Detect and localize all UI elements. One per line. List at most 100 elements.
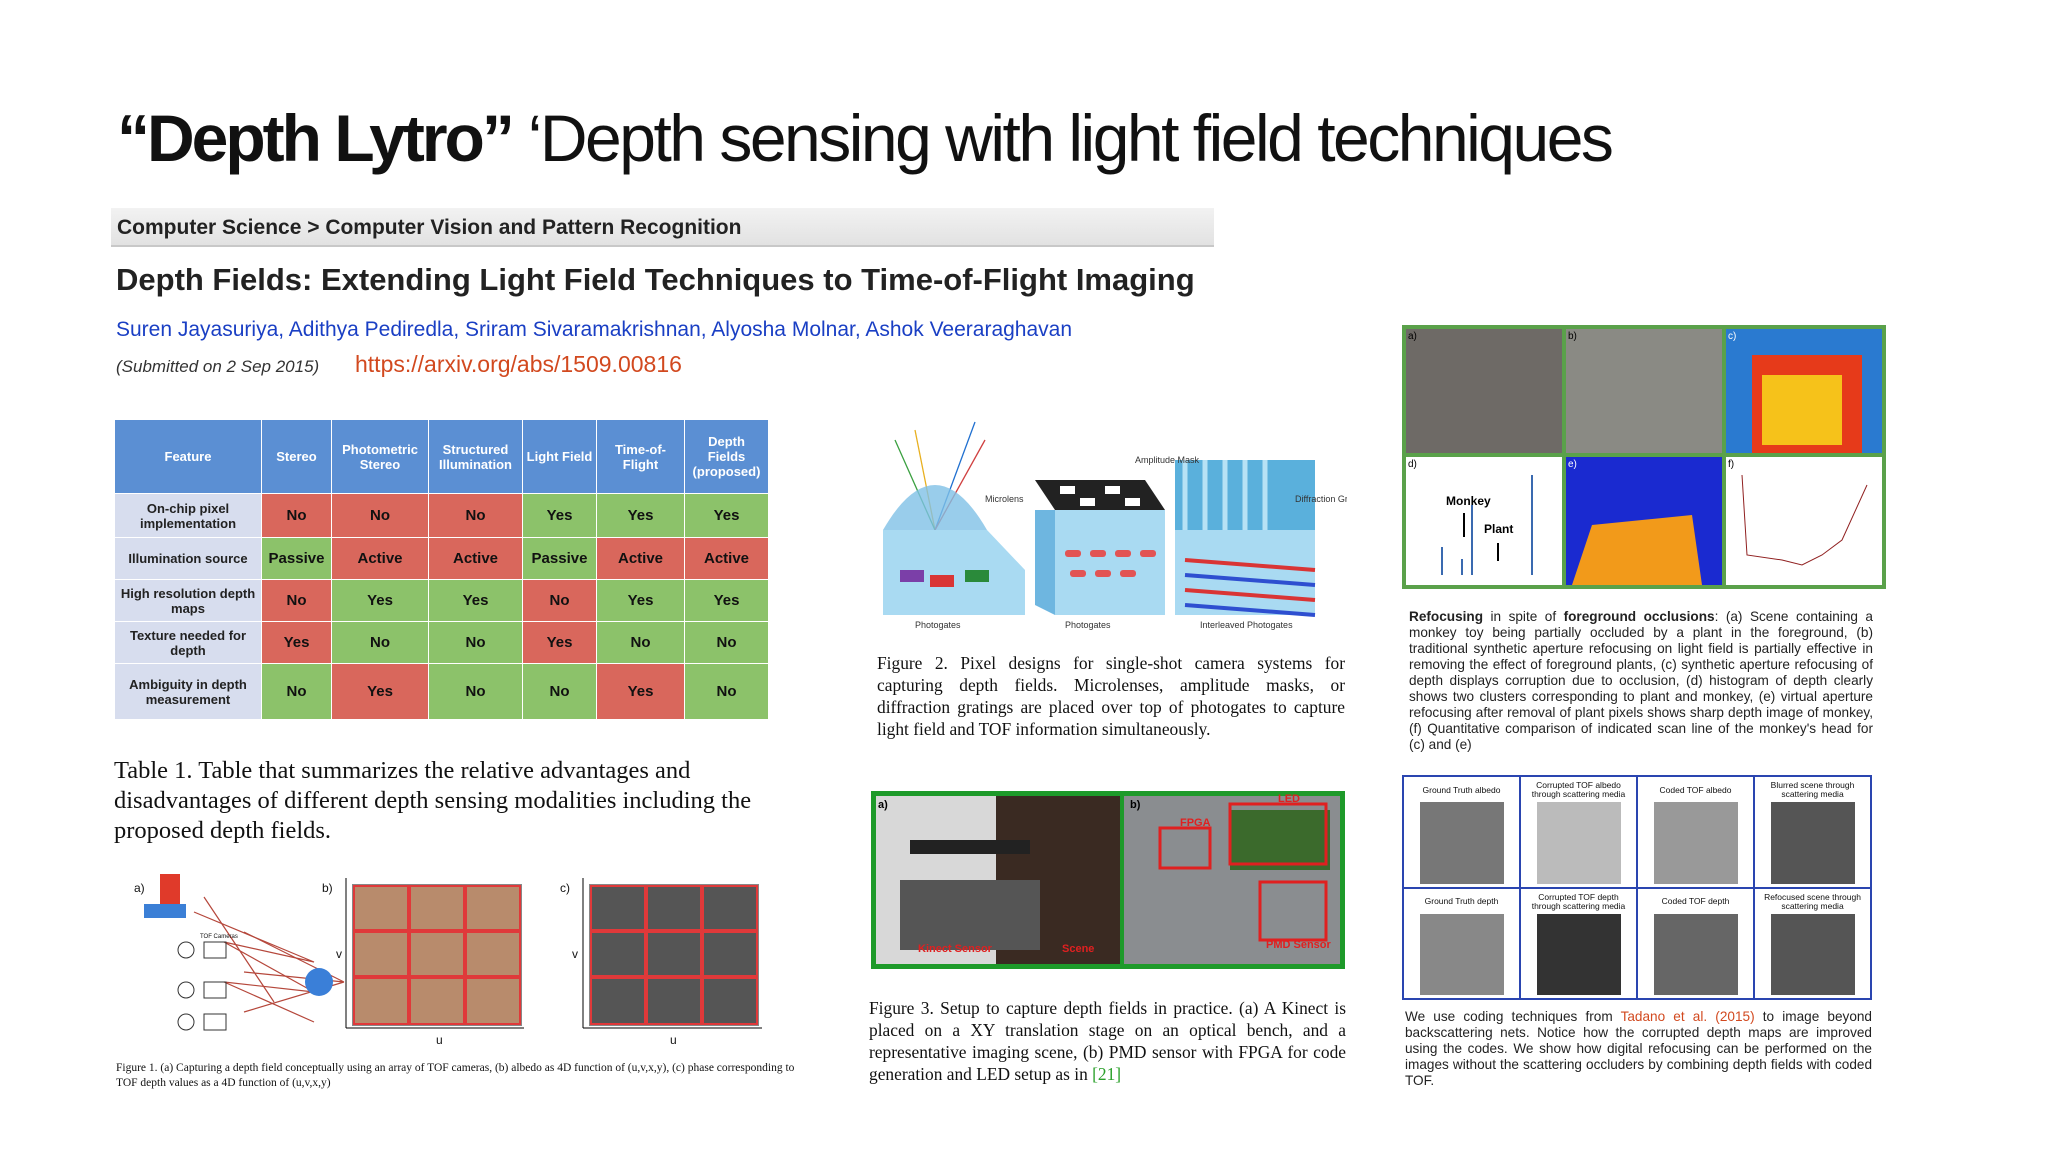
value-cell: Active bbox=[684, 537, 769, 580]
panel-image bbox=[1536, 913, 1621, 995]
caption-text: : (a) Scene containing a monkey toy bein… bbox=[1409, 609, 1873, 752]
caption-bold: Refocusing bbox=[1409, 609, 1484, 624]
panel-image bbox=[1419, 802, 1504, 884]
value-cell: No bbox=[331, 621, 429, 664]
scatter-panel: Ground Truth albedo bbox=[1404, 777, 1519, 887]
table-row: Ambiguity in depth measurement No Yes No No Y… bbox=[114, 663, 769, 720]
fig1-label: v bbox=[336, 947, 342, 961]
fig2-label: Photogates bbox=[915, 620, 961, 630]
header-cell: Time-of-Flight bbox=[596, 419, 685, 494]
value-cell: No bbox=[261, 579, 332, 622]
panel-image bbox=[1653, 913, 1738, 995]
scatter-panel: Coded TOF depth bbox=[1638, 888, 1753, 998]
panel-label: Ground Truth albedo bbox=[1422, 784, 1501, 795]
value-cell: No bbox=[261, 663, 332, 720]
scatter-panel: Corrupted TOF albedo through scattering … bbox=[1521, 777, 1636, 887]
feature-cell: Texture needed for depth bbox=[114, 621, 262, 664]
caption-bold: foreground occlusions bbox=[1563, 609, 1715, 624]
panel-image bbox=[1653, 802, 1738, 884]
fig2-caption: Figure 2. Pixel designs for single-shot … bbox=[877, 653, 1345, 739]
scatter-panel: Coded TOF albedo bbox=[1638, 777, 1753, 887]
scatter-panel: Blurred scene through scattering media bbox=[1755, 777, 1870, 887]
value-cell: No bbox=[684, 663, 769, 720]
fig3-caption-text: Figure 3. Setup to capture depth fields … bbox=[869, 998, 1346, 1084]
slide-title: “Depth Lytro” ‘Depth sensing with light … bbox=[117, 100, 1614, 176]
fig1-label: TOF Cameras bbox=[200, 934, 238, 940]
panel-label: Refocused scene through scattering media bbox=[1764, 891, 1861, 911]
feature-cell: High resolution depth maps bbox=[114, 579, 262, 622]
paper-url[interactable]: https://arxiv.org/abs/1509.00816 bbox=[355, 351, 682, 377]
refocus-label: a) bbox=[1408, 331, 1417, 342]
fig1-label: v bbox=[572, 947, 578, 961]
value-cell: Passive bbox=[261, 537, 332, 580]
fig2-label: Amplitude Mask bbox=[1135, 455, 1200, 465]
refocus-label: d) bbox=[1408, 459, 1417, 470]
fig2-label: Interleaved Photogates bbox=[1200, 620, 1293, 630]
refocus-label: b) bbox=[1568, 331, 1577, 342]
value-cell: Yes bbox=[596, 493, 685, 538]
header-cell: Structured Illumination bbox=[428, 419, 523, 494]
value-cell: No bbox=[522, 579, 597, 622]
fig3-label: Kinect Sensor bbox=[918, 943, 993, 955]
value-cell: Yes bbox=[596, 663, 685, 720]
value-cell: No bbox=[331, 493, 429, 538]
fig3-label: FPGA bbox=[1180, 817, 1211, 829]
fig3-ref[interactable]: [21] bbox=[1092, 1064, 1122, 1084]
value-cell: Yes bbox=[331, 579, 429, 622]
panel-image bbox=[1770, 913, 1855, 995]
value-cell: Yes bbox=[522, 493, 597, 538]
panel-label: Blurred scene through scattering media bbox=[1770, 780, 1855, 799]
figure2: Microlens Amplitude Mask Diffraction Gra… bbox=[883, 421, 1347, 630]
fig3-label: b) bbox=[1130, 799, 1141, 811]
value-cell: Active bbox=[428, 537, 523, 580]
value-cell: Yes bbox=[684, 493, 769, 538]
fig1-caption: Figure 1. (a) Capturing a depth field co… bbox=[116, 1062, 795, 1089]
fig1-label: b) bbox=[322, 881, 333, 895]
title-rest: ‘Depth sensing with light field techniqu… bbox=[527, 101, 1614, 175]
fig1-label: c) bbox=[560, 881, 570, 895]
panel-image bbox=[1536, 802, 1621, 884]
value-cell: Yes bbox=[684, 579, 769, 622]
value-cell: No bbox=[261, 493, 332, 538]
feature-cell: On-chip pixel implementation bbox=[114, 493, 262, 538]
value-cell: Yes bbox=[428, 579, 523, 622]
value-cell: Yes bbox=[331, 663, 429, 720]
submitted: (Submitted on 2 Sep 2015) bbox=[116, 357, 320, 376]
scatter-panel: Corrupted TOF depth through scattering m… bbox=[1521, 888, 1636, 998]
feature-cell: Ambiguity in depth measurement bbox=[114, 663, 262, 720]
value-cell: Yes bbox=[522, 621, 597, 664]
value-cell: Yes bbox=[261, 621, 332, 664]
category-bar: Computer Science > Computer Vision and P… bbox=[111, 208, 1214, 247]
panel-image bbox=[1770, 802, 1855, 884]
refocus-label: e) bbox=[1568, 459, 1577, 470]
table-caption: Table 1. Table that summarizes the relat… bbox=[114, 757, 752, 844]
figure1: a) b) c) u u v v LED TOF Cameras bbox=[134, 874, 762, 1047]
scatter-panel: Ground Truth depth bbox=[1404, 888, 1519, 998]
value-cell: Yes bbox=[596, 579, 685, 622]
fig3-label: PMD Sensor bbox=[1266, 939, 1332, 951]
title-bold: “Depth Lytro” bbox=[117, 101, 515, 175]
fig2-label: Diffraction Grating bbox=[1295, 494, 1347, 504]
panel-label: Corrupted TOF albedo through scattering … bbox=[1531, 780, 1626, 799]
caption-link[interactable]: Tadano et al. (2015) bbox=[1620, 1009, 1755, 1024]
fig3-label: Scene bbox=[1062, 943, 1094, 955]
fig3-caption: Figure 3. Setup to capture depth fields … bbox=[869, 997, 1346, 1085]
caption-text: in spite of bbox=[1483, 609, 1564, 624]
figure3: a) b) Kinect Sensor Scene FPGA LED PMD S… bbox=[871, 791, 1345, 969]
value-cell: No bbox=[428, 663, 523, 720]
fig2-label: Microlens bbox=[985, 494, 1024, 504]
refocus-label: f) bbox=[1728, 459, 1734, 470]
refocus-label: Plant bbox=[1484, 522, 1513, 536]
panel-label: Ground Truth depth bbox=[1424, 896, 1499, 906]
table-row: Texture needed for depth Yes No No Yes No No bbox=[114, 621, 769, 664]
value-cell: No bbox=[428, 493, 523, 538]
authors[interactable]: Suren Jayasuriya, Adithya Pediredla, Sri… bbox=[116, 318, 1073, 341]
value-cell: Active bbox=[331, 537, 429, 580]
header-cell: Photometric Stereo bbox=[331, 419, 429, 494]
refocus-caption: Refocusing in spite of foreground occlus… bbox=[1409, 609, 1873, 753]
fig3-label: a) bbox=[878, 799, 888, 811]
header-cell: Depth Fields (proposed) bbox=[684, 419, 769, 494]
header-cell: Light Field bbox=[522, 419, 597, 494]
panel-image bbox=[1419, 913, 1504, 995]
